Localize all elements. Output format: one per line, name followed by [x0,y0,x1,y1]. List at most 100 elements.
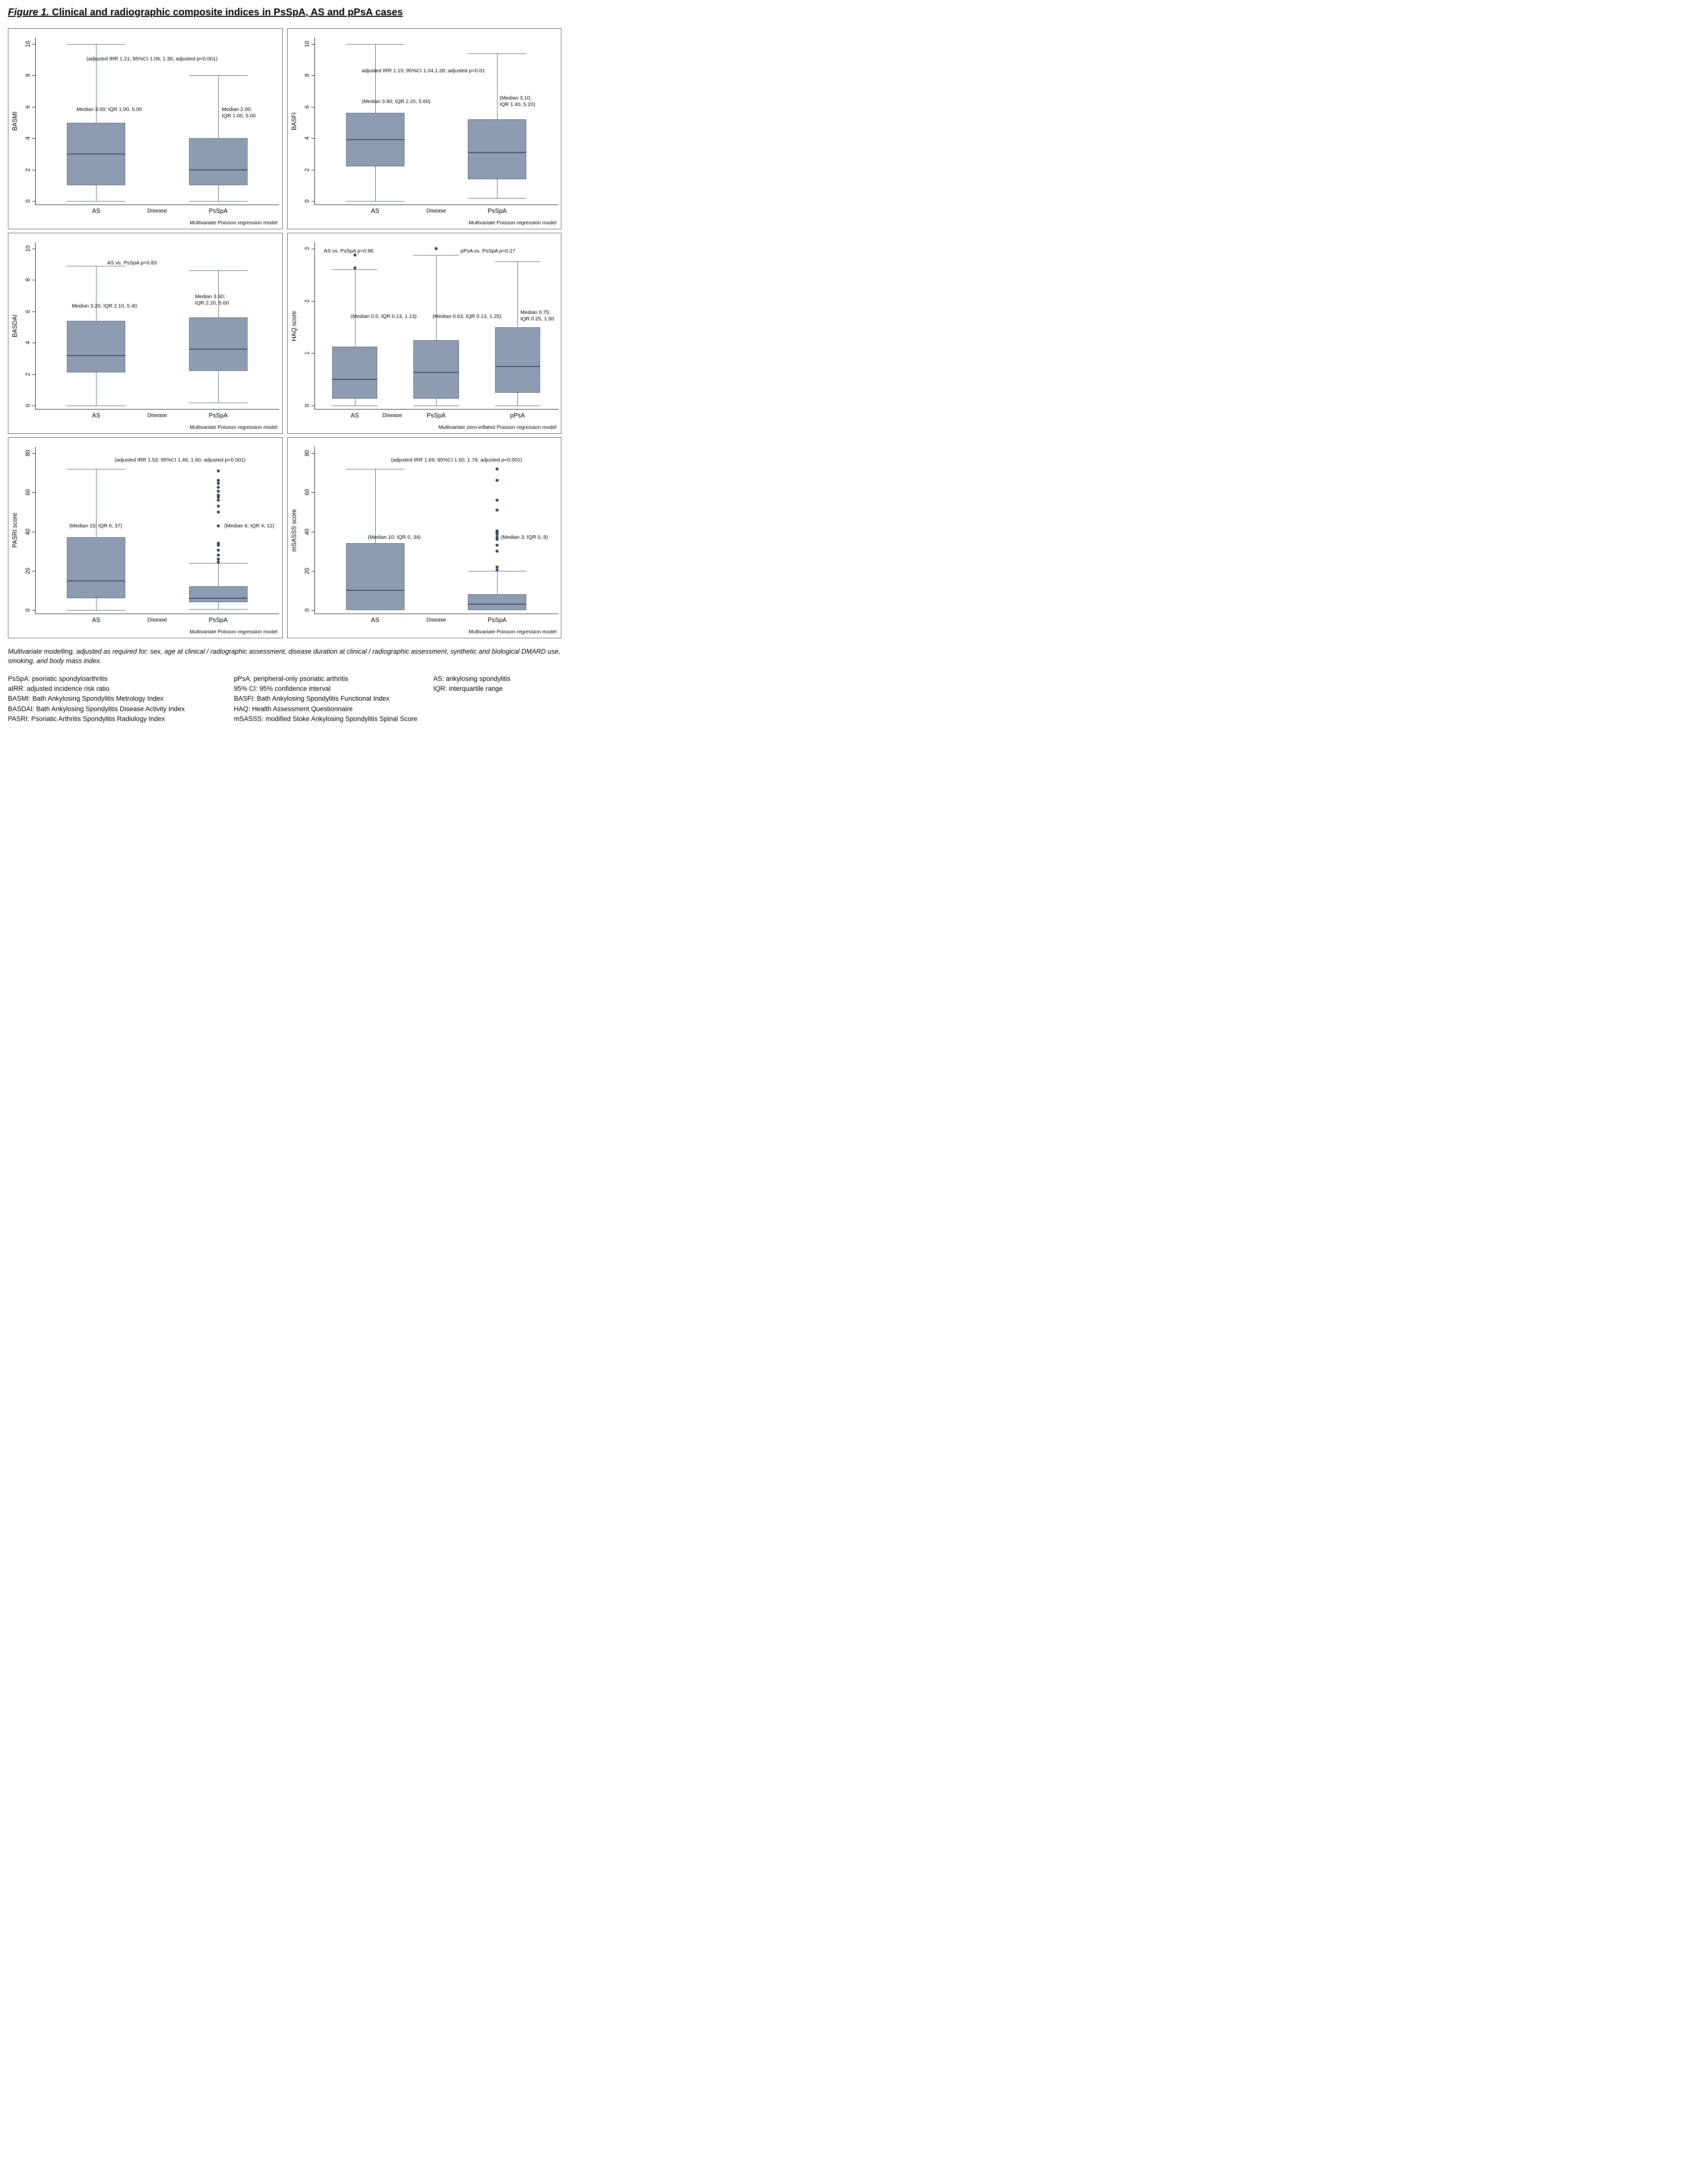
y-tick-mark [311,353,314,354]
median-line [346,590,404,591]
whisker-line [218,270,219,318]
annotation-text: AS vs. PsSpA p=0.96 [324,248,374,255]
y-tick-label: 10 [304,41,310,48]
model-note-label: Multivariate zero-inflated Poisson regre… [438,424,556,430]
abbrev-line: BASMI: Bath Ankylosing Spondylitis Metro… [8,695,164,703]
y-tick-mark [32,453,35,454]
panel-msasss: mSASSS score 0 20 40 60 80 (adjusted IRR 1.69;… [287,437,561,638]
figure-footnote: Multivariate modelling, adjusted as requ… [8,648,560,665]
plot-area [314,447,558,614]
abbrev-column-3: AS: ankylosing spondylitis IQR: interqua… [433,674,561,724]
abbrev-line: HAQ: Health Assessment Questionnaire [234,705,353,713]
y-tick-mark [32,311,35,312]
annotation-text: (Median 3.10; IQR 1.40, 5.20) [500,95,535,108]
whisker-line [497,570,498,595]
y-tick-label: 4 [304,136,310,140]
median-line [189,348,248,350]
median-line [346,139,404,141]
y-tick-label: 60 [304,489,310,496]
whisker-line [96,44,97,123]
annotation-text: Median 3.00; IQR 1.00, 5.00 [76,106,142,112]
iqr-box-AS [67,537,126,599]
abbrev-line: AS: ankylosing spondylitis [433,674,511,682]
median-line [413,372,459,373]
iqr-box-PsSpA [189,138,248,186]
whisker-cap [332,269,378,270]
y-tick-mark [311,301,314,302]
x-category-label: AS [351,412,359,419]
outlier-point [216,486,220,489]
outlier-point [216,542,220,545]
abbreviations-block: PsSpA: psoriatic spondyloarthritis aIRR:… [8,674,561,724]
y-tick-mark [311,201,314,202]
x-category-label: AS [371,207,380,214]
abbrev-line: 95% CI: 95% confidence interval [234,685,331,693]
y-tick-label: 0 [304,608,310,612]
y-tick-mark [311,610,314,611]
y-tick-mark [311,492,314,493]
y-tick-mark [311,138,314,139]
whisker-cap [189,270,248,271]
annotation-text: (Median 15; IQR 6, 37) [69,522,122,529]
panel-basfi: BASFI 0 2 4 6 8 10 adjusted IRR 1.15; 95%CI 1.0… [287,28,561,229]
plot-area [314,242,558,410]
iqr-box-pPsA [495,327,540,393]
iqr-box-AS [67,320,126,373]
outlier-point [216,560,220,564]
x-axis-title: Disease [147,617,167,623]
whisker-line [218,185,219,201]
y-tick-mark [32,138,35,139]
whisker-line [96,598,97,610]
outlier-point [216,469,220,472]
abbrev-column-2: pPsA: peripheral-only psoriatic arthriti… [234,674,428,724]
whisker-cap [413,255,459,256]
panel-basmi: BASMI 0 2 4 6 8 10 (adjusted IRR 1.21; 95%CI 1.… [8,28,283,229]
figure-title: Figure 1. Clinical and radiographic comp… [8,7,561,18]
outlier-point [496,568,499,571]
annotation-text: (adjusted IRR 1.53; 95%CI 1.46, 1.60; ad… [114,457,246,463]
whisker-line [96,185,97,201]
whisker-cap [468,198,527,199]
whisker-cap [67,44,126,45]
y-tick-label: 80 [304,450,310,457]
model-note-label: Multivariate Poisson regression model [190,629,278,635]
whisker-line [218,602,219,609]
outlier-point [216,557,220,561]
annotation-text: (Median 3.90; IQR 2.20, 5.60) [361,98,431,104]
y-tick-mark [32,44,35,45]
abbrev-line: pPsA: peripheral-only psoriatic arthriti… [234,674,349,682]
y-tick-mark [32,610,35,611]
y-tick-label: 10 [25,245,31,252]
annotation-text: (Median 3; IQR 0, 8) [501,534,548,541]
annotation-text: Median 3.20; IQR 2.10, 5.40 [71,303,137,309]
median-line [332,379,378,380]
y-tick-label: 40 [25,528,31,535]
y-tick-mark [311,75,314,76]
y-tick-label: 0 [25,199,31,203]
plot-area [314,38,558,205]
abbrev-line: PsSpA: psoriatic spondyloarthritis [8,674,108,682]
model-note-label: Multivariate Poisson regression model [468,220,556,226]
whisker-line [497,53,498,120]
median-line [67,153,126,155]
y-tick-label: 0 [304,404,310,408]
annotation-text: adjusted IRR 1.15; 95%CI 1.04,1.28; adju… [361,67,485,74]
annotation-text: Median 3.60; IQR 2.20, 5.60 [195,293,229,306]
outlier-point [496,508,499,512]
plot-area [35,38,279,205]
outlier-point [216,554,220,557]
y-tick-label: 2 [25,372,31,376]
abbrev-column-1: PsSpA: psoriatic spondyloarthritis aIRR:… [8,674,229,724]
y-tick-label: 1 [304,352,310,355]
y-tick-mark [32,492,35,493]
annotation-text: (adjusted IRR 1.21; 95%CI 1.09, 1.35; ad… [86,56,218,62]
annotation-text: (Median 10; IQR 0, 34) [367,534,421,541]
whisker-cap [346,44,404,45]
x-axis-title: Disease [426,617,446,623]
iqr-box-PsSpA [189,317,248,371]
y-tick-label: 10 [25,41,31,48]
outlier-point [216,494,220,497]
y-tick-label: 0 [25,608,31,612]
x-category-label: PsSpA [488,207,507,214]
x-category-label: pPsA [510,412,525,419]
